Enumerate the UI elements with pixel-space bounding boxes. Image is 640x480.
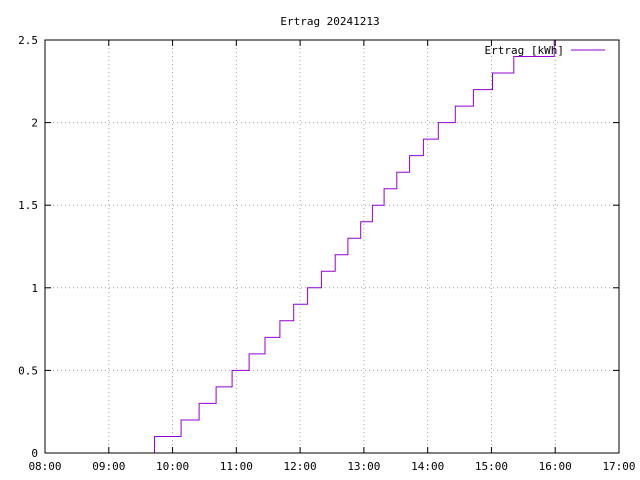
ticks	[44, 39, 620, 454]
x-tick-label: 17:00	[602, 460, 635, 473]
legend-label: Ertrag [kWh]	[485, 44, 564, 57]
series-line-ertrag	[154, 40, 555, 453]
chart-title: Ertrag 20241213	[280, 15, 379, 28]
y-tick-label: 1	[31, 282, 38, 295]
y-tick-label: 1.5	[18, 199, 38, 212]
series-layer	[154, 40, 555, 453]
x-tick-label: 16:00	[539, 460, 572, 473]
x-tick-label: 09:00	[92, 460, 125, 473]
x-tick-label: 14:00	[411, 460, 444, 473]
x-tick-label: 11:00	[220, 460, 253, 473]
grid	[45, 40, 619, 453]
y-tick-label: 0.5	[18, 364, 38, 377]
y-tick-label: 2.5	[18, 34, 38, 47]
y-tick-label: 0	[31, 447, 38, 460]
tick-labels: 08:00 09:00 10:00 11:00 12:00 13:00 14:00 15:00…	[18, 34, 635, 473]
x-tick-label: 12:00	[284, 460, 317, 473]
x-tick-label: 08:00	[28, 460, 61, 473]
legend: Ertrag [kWh]	[485, 44, 605, 57]
x-tick-label: 15:00	[475, 460, 508, 473]
x-tick-label: 10:00	[156, 460, 189, 473]
y-tick-label: 2	[31, 117, 38, 130]
plot-frame	[44, 39, 620, 454]
x-tick-label: 13:00	[347, 460, 380, 473]
